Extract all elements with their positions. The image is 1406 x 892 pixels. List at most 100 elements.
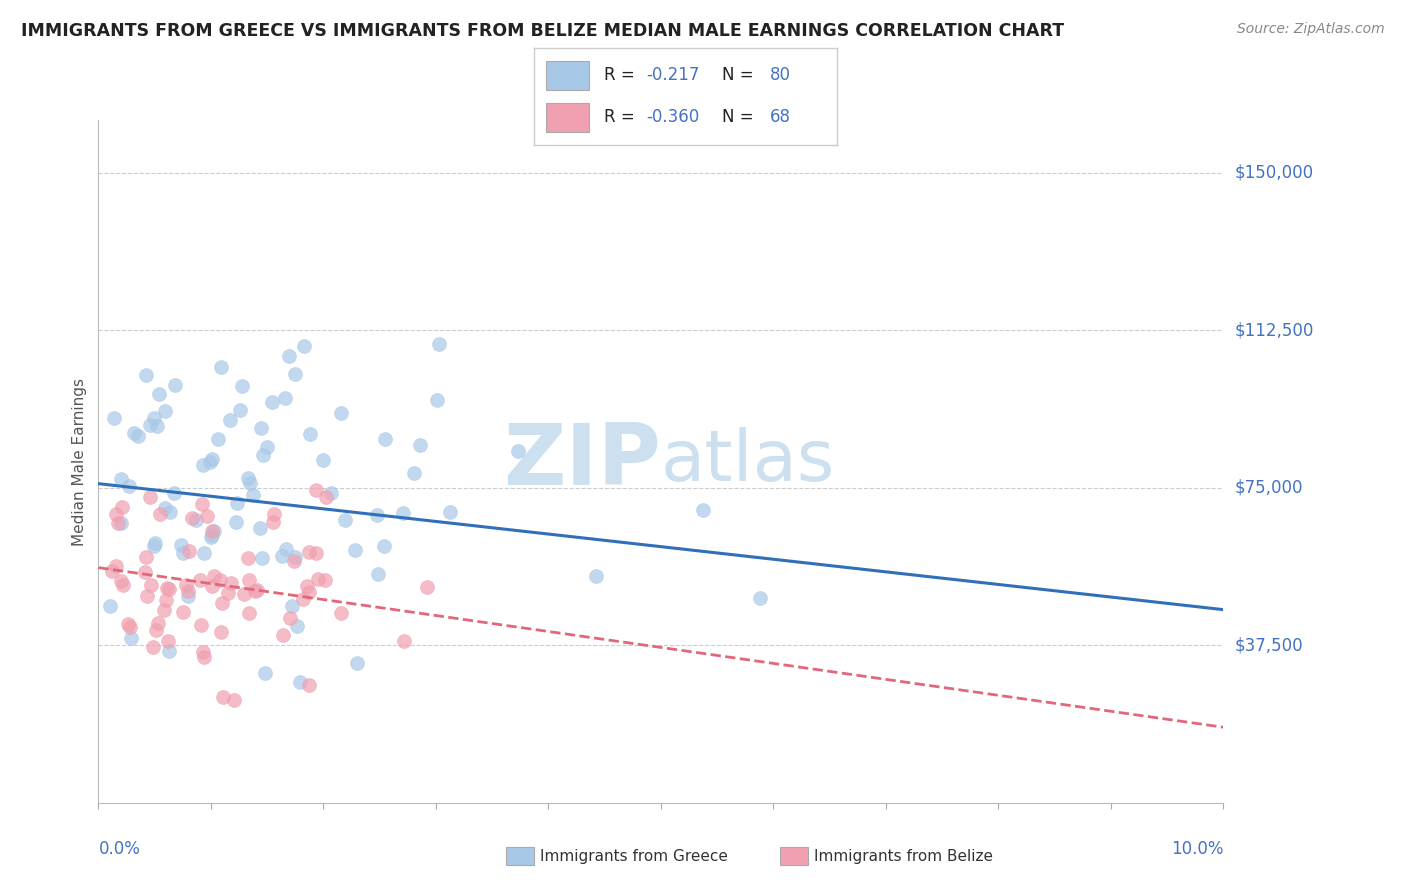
Point <box>193 546 215 560</box>
Point <box>219 413 242 427</box>
Point <box>439 505 461 519</box>
Point <box>111 500 134 514</box>
Text: R =: R = <box>603 66 640 84</box>
Text: 68: 68 <box>770 108 792 126</box>
Text: Source: ZipAtlas.com: Source: ZipAtlas.com <box>1237 22 1385 37</box>
Point <box>191 497 214 511</box>
Point <box>392 633 415 648</box>
Point <box>409 438 432 452</box>
Point <box>238 606 260 620</box>
Point <box>292 592 315 607</box>
Point <box>692 503 714 517</box>
Text: Immigrants from Belize: Immigrants from Belize <box>814 849 993 863</box>
Point <box>246 582 269 597</box>
Point <box>142 640 165 654</box>
Point <box>111 578 134 592</box>
Point <box>254 666 277 681</box>
Point <box>343 542 366 557</box>
Point <box>402 466 425 480</box>
Text: 0.0%: 0.0% <box>98 840 141 858</box>
Point <box>120 631 142 645</box>
Point <box>262 515 284 529</box>
Point <box>159 505 181 519</box>
Point <box>262 395 284 409</box>
Point <box>367 566 389 581</box>
Point <box>207 433 229 447</box>
Point <box>107 516 129 530</box>
Point <box>148 615 170 630</box>
Point <box>153 404 176 418</box>
Point <box>315 490 337 504</box>
Point <box>329 607 352 621</box>
Point <box>278 350 301 364</box>
Point <box>229 403 252 417</box>
Point <box>202 568 225 582</box>
Point <box>271 549 294 563</box>
Point <box>346 656 368 670</box>
Point <box>212 690 235 704</box>
Y-axis label: Median Male Earnings: Median Male Earnings <box>72 377 87 546</box>
Text: -0.360: -0.360 <box>647 108 699 126</box>
Point <box>184 513 207 527</box>
Point <box>122 426 145 441</box>
Point <box>157 633 180 648</box>
Point <box>127 429 149 443</box>
Point <box>202 524 225 538</box>
Text: Immigrants from Greece: Immigrants from Greece <box>540 849 728 863</box>
Point <box>153 603 176 617</box>
Point <box>118 479 141 493</box>
Point <box>143 536 166 550</box>
Point <box>120 619 142 633</box>
Text: $37,500: $37,500 <box>1234 636 1303 655</box>
Point <box>201 452 224 467</box>
Point <box>238 476 260 491</box>
Text: IMMIGRANTS FROM GREECE VS IMMIGRANTS FROM BELIZE MEDIAN MALE EARNINGS CORRELATIO: IMMIGRANTS FROM GREECE VS IMMIGRANTS FRO… <box>21 22 1064 40</box>
Point <box>139 578 162 592</box>
Point <box>170 538 193 552</box>
Point <box>209 359 232 374</box>
Point <box>292 339 315 353</box>
Point <box>297 578 319 592</box>
Point <box>211 596 233 610</box>
Bar <box>547 103 589 132</box>
Point <box>179 544 201 558</box>
Text: atlas: atlas <box>661 427 835 496</box>
Point <box>256 440 278 454</box>
Point <box>200 524 222 539</box>
Point <box>110 516 132 530</box>
Text: $112,500: $112,500 <box>1234 321 1313 339</box>
Point <box>193 645 215 659</box>
Point <box>305 483 328 498</box>
Point <box>177 589 200 603</box>
Point <box>197 509 219 524</box>
Point <box>104 558 127 573</box>
Point <box>281 599 304 613</box>
Point <box>238 573 260 587</box>
Text: R =: R = <box>603 108 640 126</box>
Point <box>250 421 273 435</box>
Point <box>155 593 177 607</box>
Point <box>190 617 212 632</box>
Point <box>172 546 194 560</box>
Point <box>585 569 607 583</box>
Point <box>274 541 297 556</box>
Point <box>333 513 356 527</box>
Point <box>198 455 221 469</box>
Point <box>117 617 139 632</box>
Point <box>163 486 186 500</box>
Point <box>148 386 170 401</box>
Point <box>508 444 530 458</box>
Point <box>225 515 247 529</box>
Bar <box>547 61 589 89</box>
Text: N =: N = <box>721 66 759 84</box>
Point <box>101 564 124 578</box>
Point <box>366 508 388 523</box>
Point <box>174 578 197 592</box>
Point <box>219 576 242 591</box>
Text: ZIP: ZIP <box>503 420 661 503</box>
Point <box>298 544 321 558</box>
Point <box>298 585 321 599</box>
Point <box>236 551 259 566</box>
Point <box>156 582 179 596</box>
Point <box>209 625 232 640</box>
